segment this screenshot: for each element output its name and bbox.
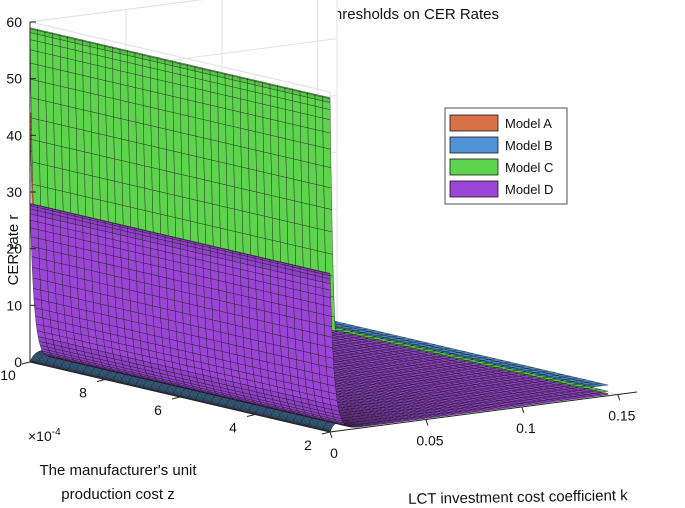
side-grid-z [29,21,331,93]
back-grid-z [29,0,203,23]
surface-layer [29,27,609,433]
